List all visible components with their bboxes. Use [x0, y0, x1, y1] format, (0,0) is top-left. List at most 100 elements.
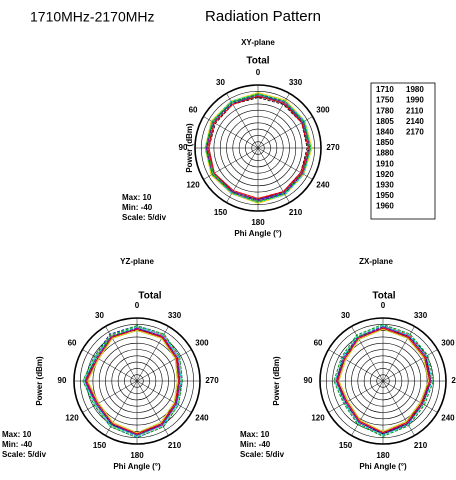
- theta-tick-label: 30: [95, 311, 104, 320]
- theta-tick-label: 300: [316, 106, 330, 115]
- legend-entry: 1990: [406, 96, 424, 105]
- theta-tick-label: 210: [168, 441, 182, 450]
- theta-tick-label: 90: [304, 376, 313, 385]
- grid-spoke: [382, 326, 415, 382]
- legend-entry: 1850: [376, 138, 394, 147]
- note: Max: 10: [122, 193, 152, 202]
- legend-entry: 1840: [376, 128, 394, 137]
- series-line: [87, 330, 178, 434]
- series-line: [86, 328, 180, 435]
- theta-tick-label: 0: [256, 68, 261, 77]
- theta-axis-label: Phi Angle (°): [359, 462, 407, 471]
- grid-spoke: [328, 380, 384, 413]
- series-line: [82, 325, 183, 439]
- series-line: [333, 323, 434, 437]
- plane-label: ZX-plane: [359, 257, 393, 266]
- theta-tick-label: 150: [339, 441, 353, 450]
- theta-tick-label: 270: [451, 376, 456, 385]
- legend-entry: 1960: [376, 202, 394, 211]
- grid-spoke: [382, 349, 438, 382]
- theta-tick-label: 90: [58, 376, 67, 385]
- grid-spoke: [351, 380, 384, 436]
- grid-spoke: [136, 349, 192, 382]
- legend-entry: 1950: [376, 191, 394, 200]
- theta-tick-label: 270: [205, 376, 219, 385]
- legend-entry: 2110: [406, 106, 424, 115]
- series-line: [86, 327, 180, 436]
- r-axis-label: Power (dBm): [185, 123, 194, 173]
- chart-title: Total: [138, 291, 161, 302]
- r-axis-label: Power (dBm): [272, 356, 281, 406]
- theta-tick-label: 120: [311, 414, 325, 423]
- grid-spoke: [328, 349, 384, 382]
- note: Scale: 5/div: [240, 450, 285, 459]
- note: Scale: 5/div: [122, 213, 167, 222]
- grid-spoke: [382, 380, 415, 436]
- grid-spoke: [136, 380, 192, 413]
- legend-entry: 1805: [376, 117, 394, 126]
- theta-tick-label: 270: [326, 143, 340, 152]
- note: Max: 10: [240, 430, 270, 439]
- legend-entry: 1750: [376, 96, 394, 105]
- series-line: [337, 327, 431, 434]
- note: Min: -40: [240, 440, 271, 449]
- note: Scale: 5/div: [2, 450, 47, 459]
- grid-spoke: [82, 349, 138, 382]
- theta-tick-label: 60: [314, 339, 323, 348]
- theta-tick-label: 30: [341, 311, 350, 320]
- theta-tick-label: 0: [135, 301, 140, 310]
- theta-tick-label: 60: [189, 106, 198, 115]
- theta-tick-label: 300: [441, 339, 455, 348]
- legend-entry: 1910: [376, 159, 394, 168]
- legend-entry: 1710: [376, 85, 394, 94]
- legend-entry: 2170: [406, 128, 424, 137]
- series-line: [338, 328, 429, 432]
- theta-tick-label: 0: [381, 301, 386, 310]
- chart-title: Total: [372, 291, 395, 302]
- legend-entry: 1920: [376, 170, 394, 179]
- plane-label: YZ-plane: [120, 257, 154, 266]
- theta-tick-label: 210: [289, 208, 303, 217]
- series-line: [83, 326, 182, 437]
- theta-tick-label: 330: [414, 311, 428, 320]
- page-title: Radiation Pattern: [205, 8, 321, 25]
- legend-entry: 1980: [406, 85, 424, 94]
- grid-spoke: [105, 380, 138, 436]
- grid-spoke: [382, 380, 438, 413]
- theta-tick-label: 120: [186, 181, 200, 190]
- chart-title: Total: [246, 56, 269, 67]
- legend-entry: 2140: [406, 117, 424, 126]
- theta-tick-label: 240: [441, 414, 455, 423]
- theta-tick-label: 60: [68, 339, 77, 348]
- band-label: 1710MHz-2170MHz: [30, 9, 155, 25]
- series-line: [205, 94, 311, 202]
- plane-label: XY-plane: [241, 38, 275, 47]
- legend-box: [370, 82, 436, 220]
- series-line: [334, 325, 433, 436]
- series-line: [207, 95, 309, 199]
- note: Max: 10: [2, 430, 32, 439]
- theta-tick-label: 30: [216, 78, 225, 87]
- r-axis-label: Power (dBm): [35, 356, 44, 406]
- theta-tick-label: 330: [289, 78, 303, 87]
- theta-tick-label: 330: [168, 311, 182, 320]
- theta-tick-label: 180: [251, 218, 265, 227]
- series-line: [207, 95, 309, 201]
- legend-entry: 1880: [376, 149, 394, 158]
- theta-tick-label: 150: [93, 441, 107, 450]
- theta-tick-label: 180: [130, 451, 144, 460]
- legend-entry: 1930: [376, 181, 394, 190]
- theta-axis-label: Phi Angle (°): [113, 462, 161, 471]
- theta-tick-label: 120: [65, 414, 79, 423]
- theta-tick-label: 240: [195, 414, 209, 423]
- theta-axis-label: Phi Angle (°): [234, 229, 282, 238]
- theta-tick-label: 300: [195, 339, 209, 348]
- series-line: [204, 93, 312, 203]
- theta-tick-label: 90: [179, 143, 188, 152]
- theta-tick-label: 150: [214, 208, 228, 217]
- legend-entry: 1780: [376, 106, 394, 115]
- theta-tick-label: 210: [414, 441, 428, 450]
- theta-tick-label: 240: [316, 181, 330, 190]
- grid-spoke: [82, 380, 138, 413]
